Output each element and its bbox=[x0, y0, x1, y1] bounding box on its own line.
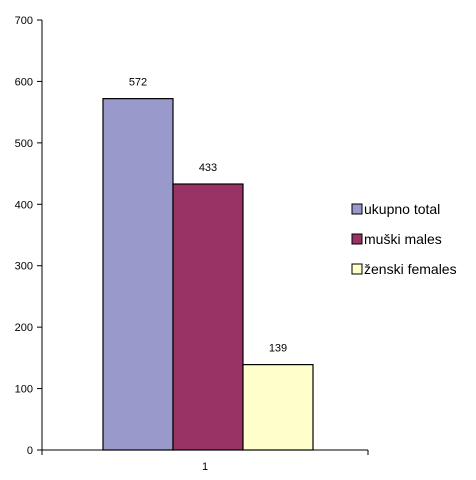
y-tick-label: 700 bbox=[15, 15, 33, 27]
bars bbox=[102, 98, 314, 451]
y-tick-label: 0 bbox=[27, 445, 33, 457]
legend-swatch-2 bbox=[351, 233, 363, 245]
axes: 0 100 200 300 400 500 600 700 1 bbox=[15, 15, 369, 473]
bar-1 bbox=[102, 98, 174, 451]
legend-swatch-3 bbox=[351, 263, 363, 275]
legend-label-3: ženski females bbox=[364, 261, 457, 277]
data-label-3: 139 bbox=[269, 343, 287, 355]
x-category-label: 1 bbox=[202, 461, 208, 473]
data-labels: 572 433 139 bbox=[129, 77, 287, 355]
y-tick-label: 600 bbox=[15, 76, 33, 88]
data-label-1: 572 bbox=[129, 77, 147, 89]
bar-2 bbox=[172, 183, 244, 451]
y-tick-label: 100 bbox=[15, 384, 33, 396]
y-tick-label: 400 bbox=[15, 199, 33, 211]
legend: ukupno total muški males ženski females bbox=[351, 201, 457, 277]
y-tick-label: 300 bbox=[15, 261, 33, 273]
legend-label-2: muški males bbox=[364, 231, 442, 247]
y-tick-label: 500 bbox=[15, 138, 33, 150]
bar-3 bbox=[242, 364, 314, 451]
data-label-2: 433 bbox=[199, 162, 217, 174]
legend-label-1: ukupno total bbox=[364, 201, 440, 217]
y-tick-label: 200 bbox=[15, 322, 33, 334]
legend-swatch-1 bbox=[351, 203, 363, 215]
